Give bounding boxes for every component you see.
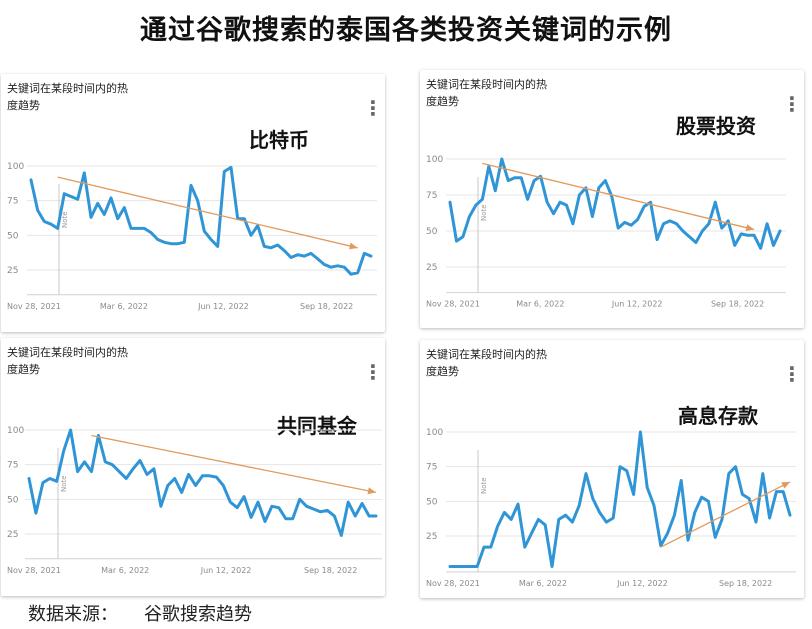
- chart-header: 关键词在某段时间内的热度趋势: [7, 346, 128, 376]
- chart-panel-bitcoin: 关键词在某段时间内的热度趋势 ⋮ 比特币 25 50 75 100 Note Nov 28, 2…: [1, 74, 385, 332]
- line-chart: 25 50 75 100 Note Nov 28, 2021 Mar 6, 2022 Jun …: [426, 155, 786, 309]
- x-tick-label: Mar 6, 2022: [516, 300, 564, 309]
- y-tick-label: 75: [7, 197, 18, 207]
- note-label: Note: [480, 204, 488, 221]
- y-tick-label: 50: [426, 497, 438, 507]
- line-chart: 25 50 75 100 Note Nov 28, 2021 Mar 6, 2022 Jun …: [7, 162, 377, 311]
- note-label: Note: [480, 477, 488, 494]
- page-title: 通过谷歌搜索的泰国各类投资关键词的示例: [140, 15, 672, 46]
- y-tick-label: 100: [426, 428, 443, 438]
- x-tick-label: Sep 18, 2022: [711, 300, 764, 309]
- trend-arrow-line: [57, 176, 358, 249]
- y-tick-label: 75: [426, 191, 437, 201]
- x-tick-label: Jun 12, 2022: [200, 566, 252, 575]
- keyword-label: 股票投资: [676, 114, 756, 138]
- y-tick-label: 50: [7, 231, 19, 241]
- y-tick-label: 75: [7, 461, 18, 471]
- y-tick-label: 25: [426, 532, 437, 542]
- keyword-label: 共同基金: [277, 414, 357, 438]
- more-vert-icon[interactable]: ⋮: [363, 360, 383, 384]
- chart-panel-mutual-fund: 关键词在某段时间内的热度趋势 ⋮ 共同基金 25 50 75 100 Note Nov 28, …: [1, 338, 385, 596]
- trend-arrow-head: [781, 481, 790, 489]
- x-tick-label: Jun 12, 2022: [616, 579, 668, 588]
- keyword-label: 高息存款: [678, 404, 758, 428]
- x-tick-label: Nov 28, 2021: [7, 566, 61, 575]
- x-tick-label: Sep 18, 2022: [304, 566, 357, 575]
- x-tick-label: Sep 18, 2022: [719, 579, 772, 588]
- series-line: [448, 430, 792, 568]
- more-vert-icon[interactable]: ⋮: [363, 96, 383, 120]
- trend-arrow-head: [349, 242, 358, 250]
- y-tick-label: 100: [7, 426, 24, 436]
- source-label: 数据来源：: [28, 604, 118, 625]
- data-source: 数据来源： 谷歌搜索趋势: [28, 600, 278, 626]
- y-tick-label: 50: [7, 495, 19, 505]
- x-tick-label: Jun 12, 2022: [611, 300, 663, 309]
- line-chart: 25 50 75 100 Note Nov 28, 2021 Mar 6, 2022 Jun …: [7, 426, 382, 575]
- chart-header: 关键词在某段时间内的热度趋势: [426, 78, 547, 108]
- trend-arrow-line: [91, 434, 377, 494]
- y-tick-label: 100: [7, 162, 24, 172]
- series-line: [29, 165, 373, 276]
- x-tick-label: Nov 28, 2021: [426, 579, 480, 588]
- trend-arrow-line: [482, 162, 755, 231]
- note-label: Note: [61, 211, 69, 228]
- y-tick-label: 50: [426, 227, 438, 237]
- x-tick-label: Mar 6, 2022: [100, 302, 148, 311]
- x-tick-label: Nov 28, 2021: [7, 302, 61, 311]
- y-tick-label: 75: [426, 463, 437, 473]
- more-vert-icon[interactable]: ⋮: [782, 362, 802, 386]
- x-tick-label: Nov 28, 2021: [426, 300, 480, 309]
- x-tick-label: Mar 6, 2022: [101, 566, 149, 575]
- chart-panel-high-yield-deposit: 关键词在某段时间内的热度趋势 ⋮ 高息存款 25 50 75 100 Note Nov 28, …: [420, 340, 804, 598]
- y-tick-label: 25: [426, 263, 437, 273]
- source-value: 谷歌搜索趋势: [144, 604, 252, 625]
- line-chart: 25 50 75 100 Note Nov 28, 2021 Mar 6, 2022 Jun …: [426, 428, 796, 588]
- x-tick-label: Sep 18, 2022: [300, 302, 353, 311]
- trend-arrow-head: [745, 224, 755, 232]
- y-tick-label: 100: [426, 155, 443, 165]
- y-tick-label: 25: [7, 266, 18, 276]
- note-label: Note: [60, 475, 68, 492]
- trend-arrow-head: [367, 487, 376, 495]
- y-tick-label: 25: [7, 530, 18, 540]
- trend-arrow-line: [660, 481, 791, 548]
- x-tick-label: Jun 12, 2022: [197, 302, 249, 311]
- chart-header: 关键词在某段时间内的热度趋势: [7, 82, 128, 112]
- chart-panel-stock-investment: 关键词在某段时间内的热度趋势 ⋮ 股票投资 25 50 75 100 Note Nov 28, …: [420, 70, 804, 328]
- x-tick-label: Mar 6, 2022: [519, 579, 567, 588]
- keyword-label: 比特币: [249, 128, 309, 152]
- series-line: [448, 157, 782, 250]
- series-line: [27, 428, 378, 537]
- more-vert-icon[interactable]: ⋮: [782, 92, 802, 116]
- chart-header: 关键词在某段时间内的热度趋势: [426, 348, 547, 378]
